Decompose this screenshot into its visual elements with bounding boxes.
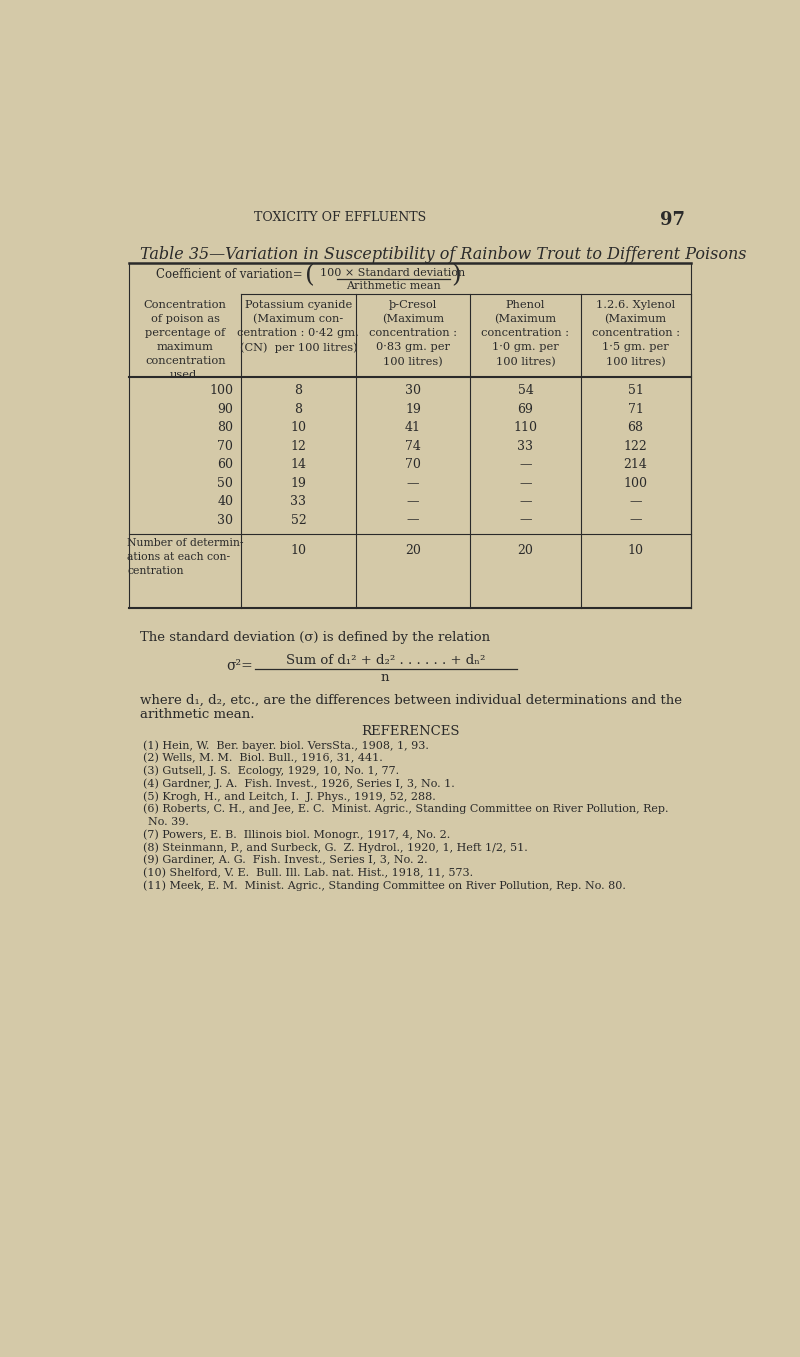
Text: 100: 100 [210, 384, 234, 398]
Text: (8) Steinmann, P., and Surbeck, G.  Z. Hydrol., 1920, 1, Heft 1/2, 51.: (8) Steinmann, P., and Surbeck, G. Z. Hy… [142, 841, 527, 852]
Text: (3) Gutsell, J. S.  Ecology, 1929, 10, No. 1, 77.: (3) Gutsell, J. S. Ecology, 1929, 10, No… [142, 765, 398, 776]
Text: —: — [407, 495, 419, 508]
Text: 30: 30 [218, 513, 234, 527]
Text: (7) Powers, E. B.  Illinois biol. Monogr., 1917, 4, No. 2.: (7) Powers, E. B. Illinois biol. Monogr.… [142, 829, 450, 840]
Text: 14: 14 [290, 459, 306, 471]
Text: 50: 50 [218, 476, 234, 490]
Text: (6) Roberts, C. H., and Jee, E. C.  Minist. Agric., Standing Committee on River : (6) Roberts, C. H., and Jee, E. C. Minis… [142, 803, 668, 814]
Text: Potassium cyanide
(Maximum con-
centration : 0·42 gm.
(CN)  per 100 litres): Potassium cyanide (Maximum con- centrati… [238, 300, 359, 353]
Text: 51: 51 [627, 384, 643, 398]
Text: 71: 71 [627, 403, 643, 415]
Text: (: ( [305, 265, 314, 288]
Text: 33: 33 [518, 440, 534, 453]
Text: 1.2.6. Xylenol
(Maximum
concentration :
1·5 gm. per
100 litres): 1.2.6. Xylenol (Maximum concentration : … [591, 300, 679, 366]
Text: 8: 8 [294, 403, 302, 415]
Text: Concentration
of poison as
percentage of
maximum
concentration
used.: Concentration of poison as percentage of… [144, 300, 226, 380]
Text: Phenol
(Maximum
concentration :
1·0 gm. per
100 litres): Phenol (Maximum concentration : 1·0 gm. … [482, 300, 570, 366]
Text: The standard deviation (σ) is defined by the relation: The standard deviation (σ) is defined by… [140, 631, 490, 645]
Text: 90: 90 [218, 403, 234, 415]
Text: 30: 30 [405, 384, 421, 398]
Text: (11) Meek, E. M.  Minist. Agric., Standing Committee on River Pollution, Rep. No: (11) Meek, E. M. Minist. Agric., Standin… [142, 881, 626, 890]
Text: 40: 40 [218, 495, 234, 508]
Text: 60: 60 [218, 459, 234, 471]
Text: 8: 8 [294, 384, 302, 398]
Text: (2) Wells, M. M.  Biol. Bull., 1916, 31, 441.: (2) Wells, M. M. Biol. Bull., 1916, 31, … [142, 753, 382, 764]
Text: n: n [381, 672, 390, 684]
Text: 70: 70 [218, 440, 234, 453]
Text: 80: 80 [218, 421, 234, 434]
Text: Sum of d₁² + d₂² . . . . . . + dₙ²: Sum of d₁² + d₂² . . . . . . + dₙ² [286, 654, 485, 668]
Text: 122: 122 [624, 440, 647, 453]
Text: —: — [519, 513, 532, 527]
Text: —: — [407, 513, 419, 527]
Text: ): ) [451, 265, 461, 288]
Text: Number of determin-
ations at each con-
centration: Number of determin- ations at each con- … [127, 537, 243, 575]
Text: where d₁, d₂, etc., are the differences between individual determinations and th: where d₁, d₂, etc., are the differences … [140, 695, 682, 707]
Text: (4) Gardner, J. A.  Fish. Invest., 1926, Series I, 3, No. 1.: (4) Gardner, J. A. Fish. Invest., 1926, … [142, 779, 454, 788]
Text: (1) Hein, W.  Ber. bayer. biol. VersSta., 1908, 1, 93.: (1) Hein, W. Ber. bayer. biol. VersSta.,… [142, 741, 429, 750]
Text: —: — [519, 495, 532, 508]
Text: 10: 10 [627, 544, 643, 558]
Text: TOXICITY OF EFFLUENTS: TOXICITY OF EFFLUENTS [254, 210, 426, 224]
Text: 97: 97 [660, 210, 685, 228]
Text: 19: 19 [405, 403, 421, 415]
Text: 41: 41 [405, 421, 421, 434]
Text: 54: 54 [518, 384, 534, 398]
Text: 110: 110 [514, 421, 538, 434]
Text: Coefficient of variation=: Coefficient of variation= [157, 269, 303, 281]
Text: No. 39.: No. 39. [148, 817, 189, 826]
Text: (10) Shelford, V. E.  Bull. Ill. Lab. nat. Hist., 1918, 11, 573.: (10) Shelford, V. E. Bull. Ill. Lab. nat… [142, 867, 473, 878]
Text: 70: 70 [405, 459, 421, 471]
Text: arithmetic mean.: arithmetic mean. [140, 708, 254, 721]
Text: 19: 19 [290, 476, 306, 490]
Text: 20: 20 [518, 544, 534, 558]
Text: 68: 68 [627, 421, 643, 434]
Text: —: — [630, 495, 642, 508]
Text: —: — [519, 459, 532, 471]
Text: (5) Krogh, H., and Leitch, I.  J. Phys., 1919, 52, 288.: (5) Krogh, H., and Leitch, I. J. Phys., … [142, 791, 435, 802]
Text: 214: 214 [623, 459, 647, 471]
Text: þ-Cresol
(Maximum
concentration :
0·83 gm. per
100 litres): þ-Cresol (Maximum concentration : 0·83 g… [369, 300, 457, 366]
Text: 100: 100 [623, 476, 647, 490]
Text: 10: 10 [290, 421, 306, 434]
Text: σ²=: σ²= [226, 658, 254, 673]
Text: —: — [407, 476, 419, 490]
Text: 52: 52 [290, 513, 306, 527]
Text: 33: 33 [290, 495, 306, 508]
Text: 10: 10 [290, 544, 306, 558]
Text: 100 × Standard deviation: 100 × Standard deviation [320, 267, 466, 278]
Text: Arithmetic mean: Arithmetic mean [346, 281, 440, 290]
Text: —: — [519, 476, 532, 490]
Text: 74: 74 [405, 440, 421, 453]
Text: 12: 12 [290, 440, 306, 453]
Text: Table 35—Variation in Susceptibility of Rainbow Trout to Different Poisons: Table 35—Variation in Susceptibility of … [140, 246, 747, 263]
Text: 20: 20 [405, 544, 421, 558]
Text: REFERENCES: REFERENCES [361, 725, 459, 738]
Text: —: — [630, 513, 642, 527]
Text: (9) Gardiner, A. G.  Fish. Invest., Series I, 3, No. 2.: (9) Gardiner, A. G. Fish. Invest., Serie… [142, 855, 427, 864]
Text: 69: 69 [518, 403, 534, 415]
